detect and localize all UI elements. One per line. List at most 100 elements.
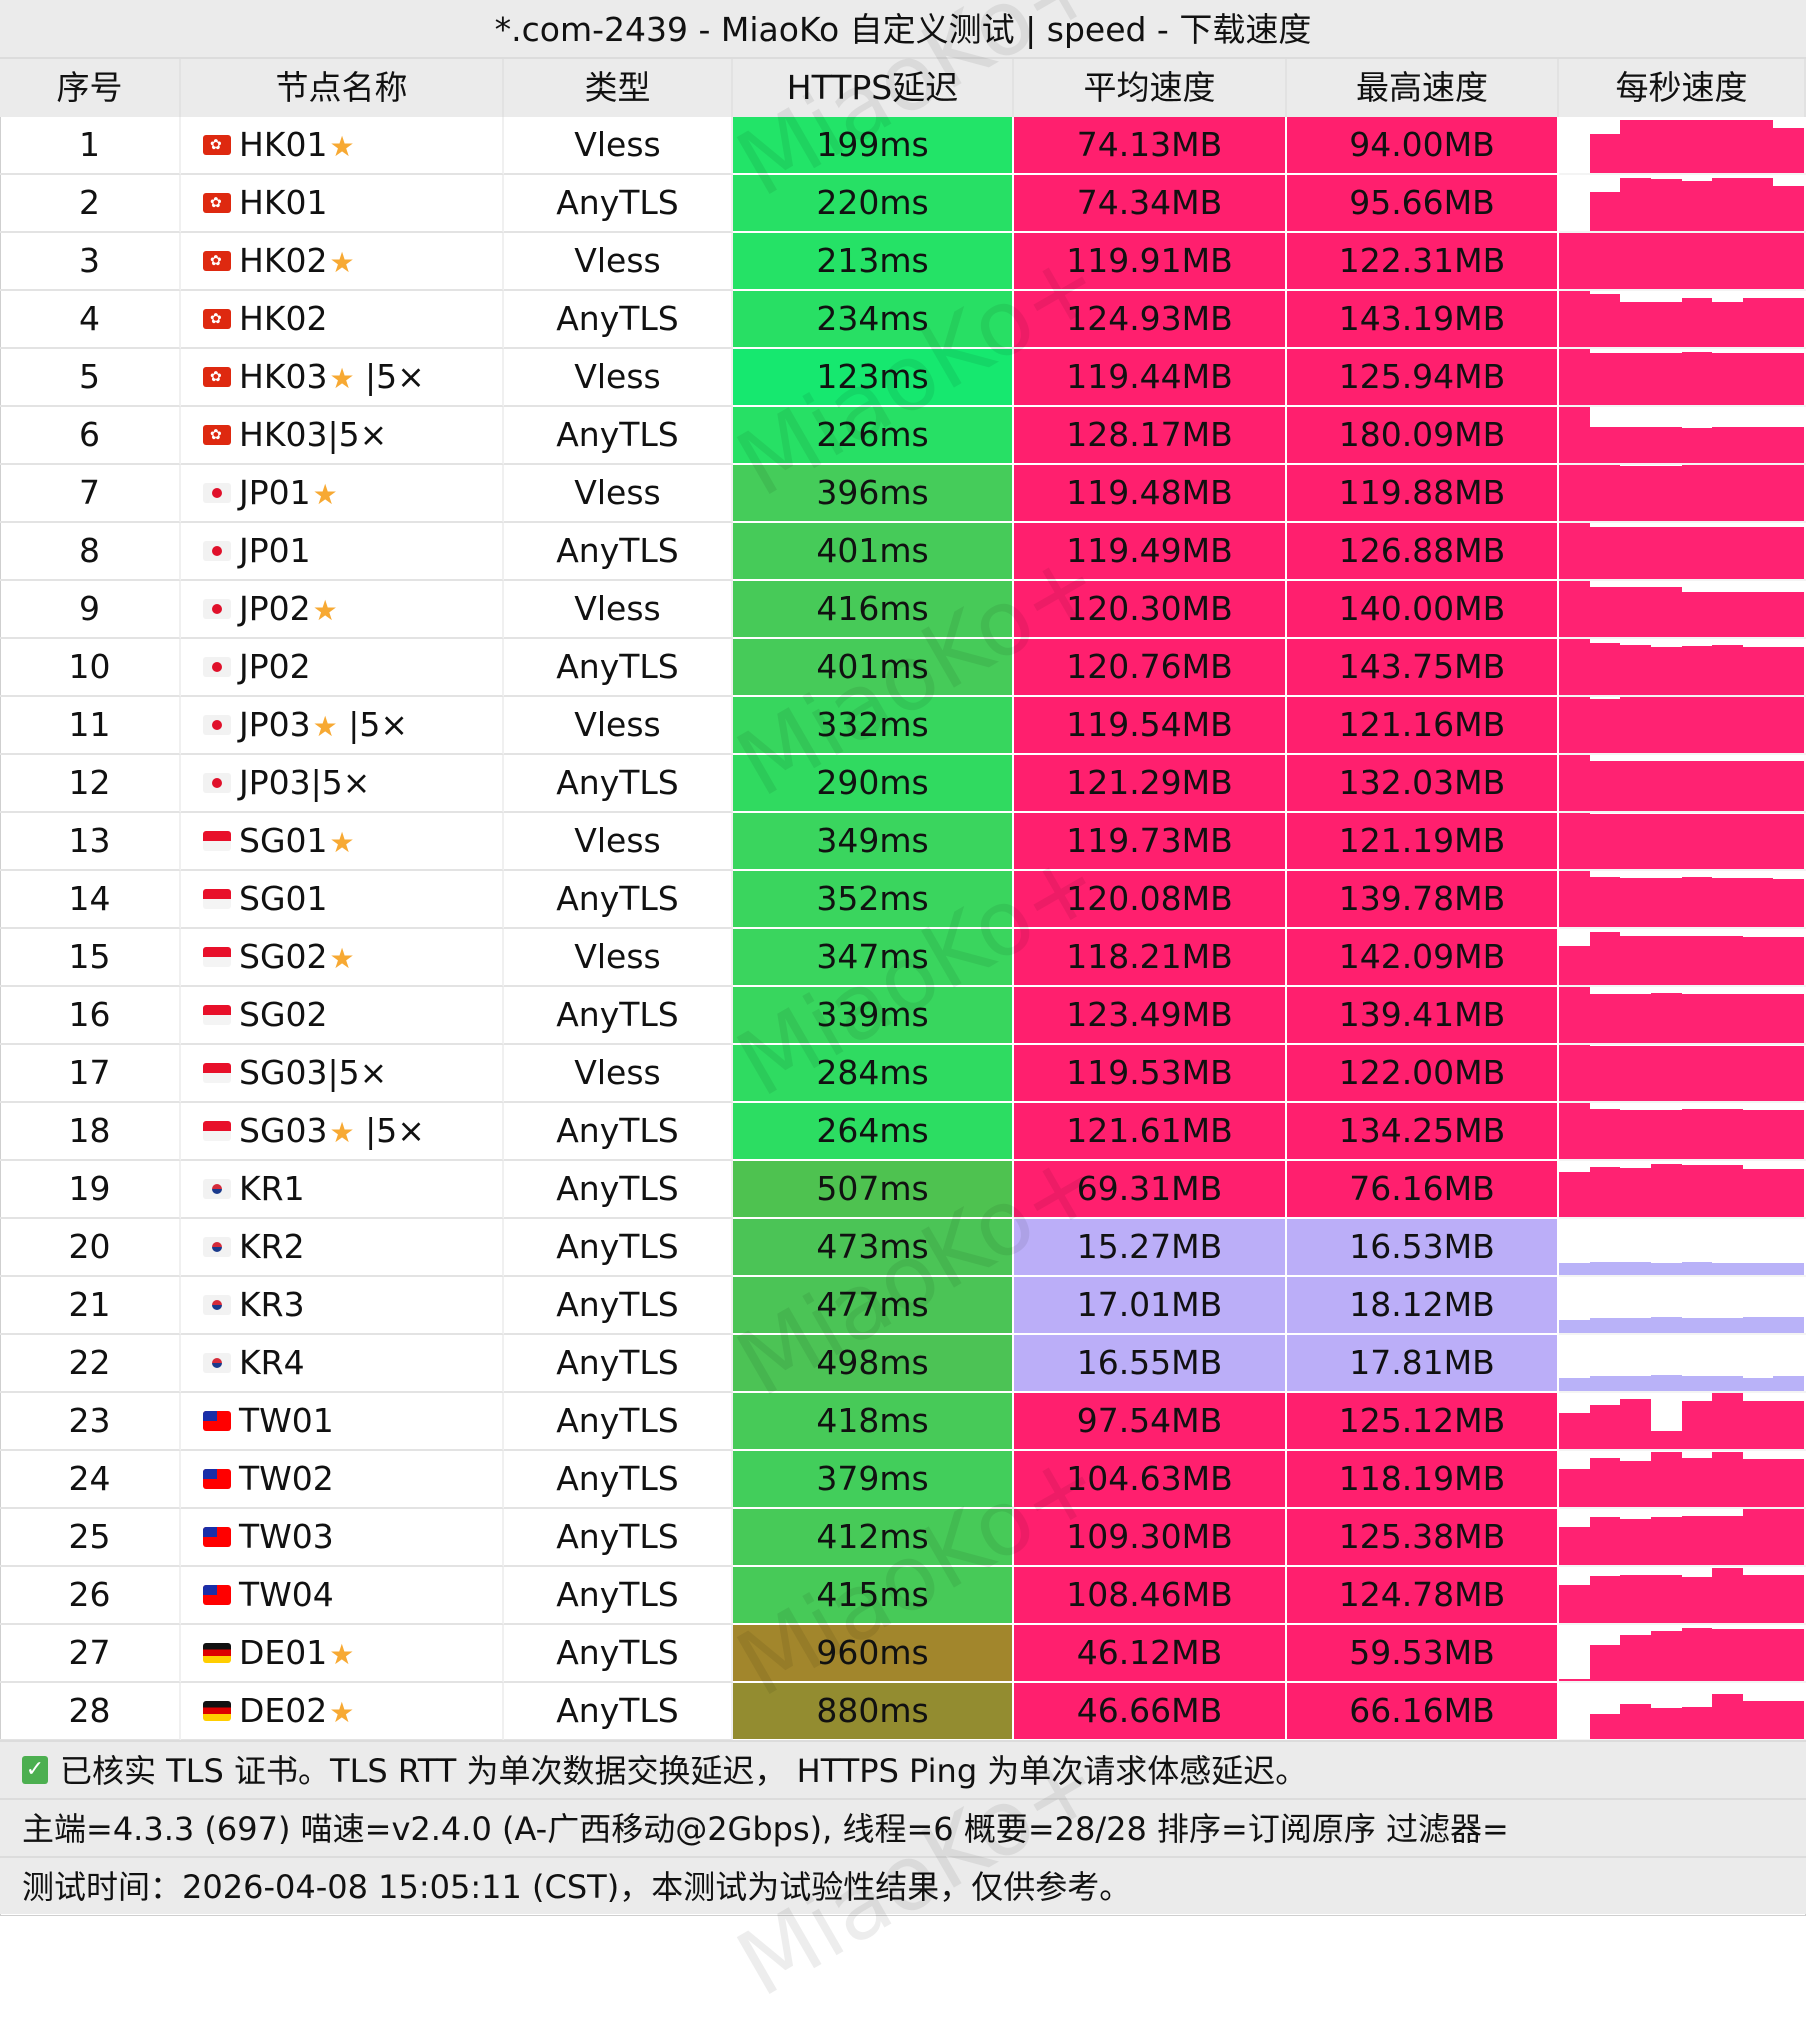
protocol-type: AnyTLS — [504, 1567, 733, 1625]
max-speed: 95.66MB — [1287, 175, 1559, 233]
header-avg-speed: 平均速度 — [1014, 59, 1287, 117]
table-row: 18 SG03★ |5× AnyTLS 264ms 121.61MB 134.25MB — [0, 1103, 1806, 1161]
table-row: 22 KR4 AnyTLS 498ms 16.55MB 17.81MB — [0, 1335, 1806, 1393]
max-speed: 59.53MB — [1287, 1625, 1559, 1683]
node-name-cell: HK03|5× — [181, 407, 504, 465]
row-index: 26 — [0, 1567, 181, 1625]
kr-flag-icon — [203, 1178, 231, 1199]
protocol-type: AnyTLS — [504, 1335, 733, 1393]
node-name-cell: KR4 — [181, 1335, 504, 1393]
https-latency: 379ms — [733, 1451, 1014, 1509]
average-speed: 104.63MB — [1014, 1451, 1287, 1509]
per-second-speed-sparkline — [1559, 117, 1806, 175]
max-speed: 18.12MB — [1287, 1277, 1559, 1335]
protocol-type: AnyTLS — [504, 1683, 733, 1741]
per-second-speed-sparkline — [1559, 1219, 1806, 1277]
max-speed: 143.75MB — [1287, 639, 1559, 697]
node-name: KR2 — [239, 1227, 305, 1266]
per-second-speed-sparkline — [1559, 1683, 1806, 1741]
star-icon: ★ — [312, 594, 338, 627]
jp-flag-icon — [203, 482, 231, 503]
tw-flag-icon — [203, 1584, 231, 1605]
max-speed: 142.09MB — [1287, 929, 1559, 987]
node-name-cell: HK03★ |5× — [181, 349, 504, 407]
header-max-speed: 最高速度 — [1287, 59, 1559, 117]
average-speed: 128.17MB — [1014, 407, 1287, 465]
per-second-speed-sparkline — [1559, 1277, 1806, 1335]
de-flag-icon — [203, 1700, 231, 1721]
node-name: SG03 — [239, 1111, 328, 1150]
average-speed: 119.48MB — [1014, 465, 1287, 523]
hk-flag-icon — [203, 424, 231, 445]
https-latency: 960ms — [733, 1625, 1014, 1683]
average-speed: 121.61MB — [1014, 1103, 1287, 1161]
row-index: 4 — [0, 291, 181, 349]
star-icon: ★ — [329, 826, 355, 859]
https-latency: 226ms — [733, 407, 1014, 465]
star-icon: ★ — [329, 362, 355, 395]
average-speed: 69.31MB — [1014, 1161, 1287, 1219]
protocol-type: Vless — [504, 1045, 733, 1103]
https-latency: 349ms — [733, 813, 1014, 871]
node-name-suffix: |5× — [354, 1111, 425, 1150]
average-speed: 119.91MB — [1014, 233, 1287, 291]
node-name: TW01 — [239, 1401, 334, 1440]
per-second-speed-sparkline — [1559, 1451, 1806, 1509]
node-name: HK01 — [239, 125, 328, 164]
jp-flag-icon — [203, 598, 231, 619]
hk-flag-icon — [203, 366, 231, 387]
max-speed: 134.25MB — [1287, 1103, 1559, 1161]
node-name-cell: JP01 — [181, 523, 504, 581]
node-name-cell: JP02 — [181, 639, 504, 697]
node-name-cell: KR1 — [181, 1161, 504, 1219]
node-name: KR3 — [239, 1285, 305, 1324]
per-second-speed-sparkline — [1559, 1103, 1806, 1161]
per-second-speed-sparkline — [1559, 175, 1806, 233]
per-second-speed-sparkline — [1559, 987, 1806, 1045]
sg-flag-icon — [203, 946, 231, 967]
jp-flag-icon — [203, 772, 231, 793]
per-second-speed-sparkline — [1559, 697, 1806, 755]
report-footer: ✓ 已核实 TLS 证书。TLS RTT 为单次数据交换延迟， HTTPS Pin… — [0, 1740, 1806, 1914]
node-name-cell: SG02 — [181, 987, 504, 1045]
per-second-speed-sparkline — [1559, 639, 1806, 697]
node-name-cell: TW04 — [181, 1567, 504, 1625]
per-second-speed-sparkline — [1559, 1393, 1806, 1451]
table-row: 21 KR3 AnyTLS 477ms 17.01MB 18.12MB — [0, 1277, 1806, 1335]
jp-flag-icon — [203, 714, 231, 735]
average-speed: 121.29MB — [1014, 755, 1287, 813]
row-index: 23 — [0, 1393, 181, 1451]
node-name-cell: TW03 — [181, 1509, 504, 1567]
node-name-suffix: |5× — [327, 415, 388, 454]
node-name-suffix: |5× — [327, 1053, 388, 1092]
row-index: 15 — [0, 929, 181, 987]
max-speed: 132.03MB — [1287, 755, 1559, 813]
max-speed: 143.19MB — [1287, 291, 1559, 349]
results-table-body: 1HK01★Vless199ms74.13MB94.00MB2HK01AnyTL… — [0, 117, 1806, 1741]
node-name: TW04 — [239, 1575, 334, 1614]
max-speed: 140.00MB — [1287, 581, 1559, 639]
average-speed: 118.21MB — [1014, 929, 1287, 987]
average-speed: 109.30MB — [1014, 1509, 1287, 1567]
row-index: 2 — [0, 175, 181, 233]
node-name-suffix: |5× — [354, 357, 425, 396]
average-speed: 15.27MB — [1014, 1219, 1287, 1277]
node-name-cell: HK01★ — [181, 117, 504, 175]
row-index: 28 — [0, 1683, 181, 1741]
protocol-type: AnyTLS — [504, 755, 733, 813]
https-latency: 352ms — [733, 871, 1014, 929]
tw-flag-icon — [203, 1468, 231, 1489]
footer-tls-note-text: 已核实 TLS 证书。TLS RTT 为单次数据交换延迟， HTTPS Ping… — [60, 1752, 1308, 1790]
node-name: KR1 — [239, 1169, 305, 1208]
row-index: 20 — [0, 1219, 181, 1277]
node-name: HK02 — [239, 299, 328, 338]
average-speed: 46.12MB — [1014, 1625, 1287, 1683]
max-speed: 122.00MB — [1287, 1045, 1559, 1103]
hk-flag-icon — [203, 250, 231, 271]
per-second-speed-sparkline — [1559, 407, 1806, 465]
https-latency: 213ms — [733, 233, 1014, 291]
node-name: SG02 — [239, 937, 328, 976]
